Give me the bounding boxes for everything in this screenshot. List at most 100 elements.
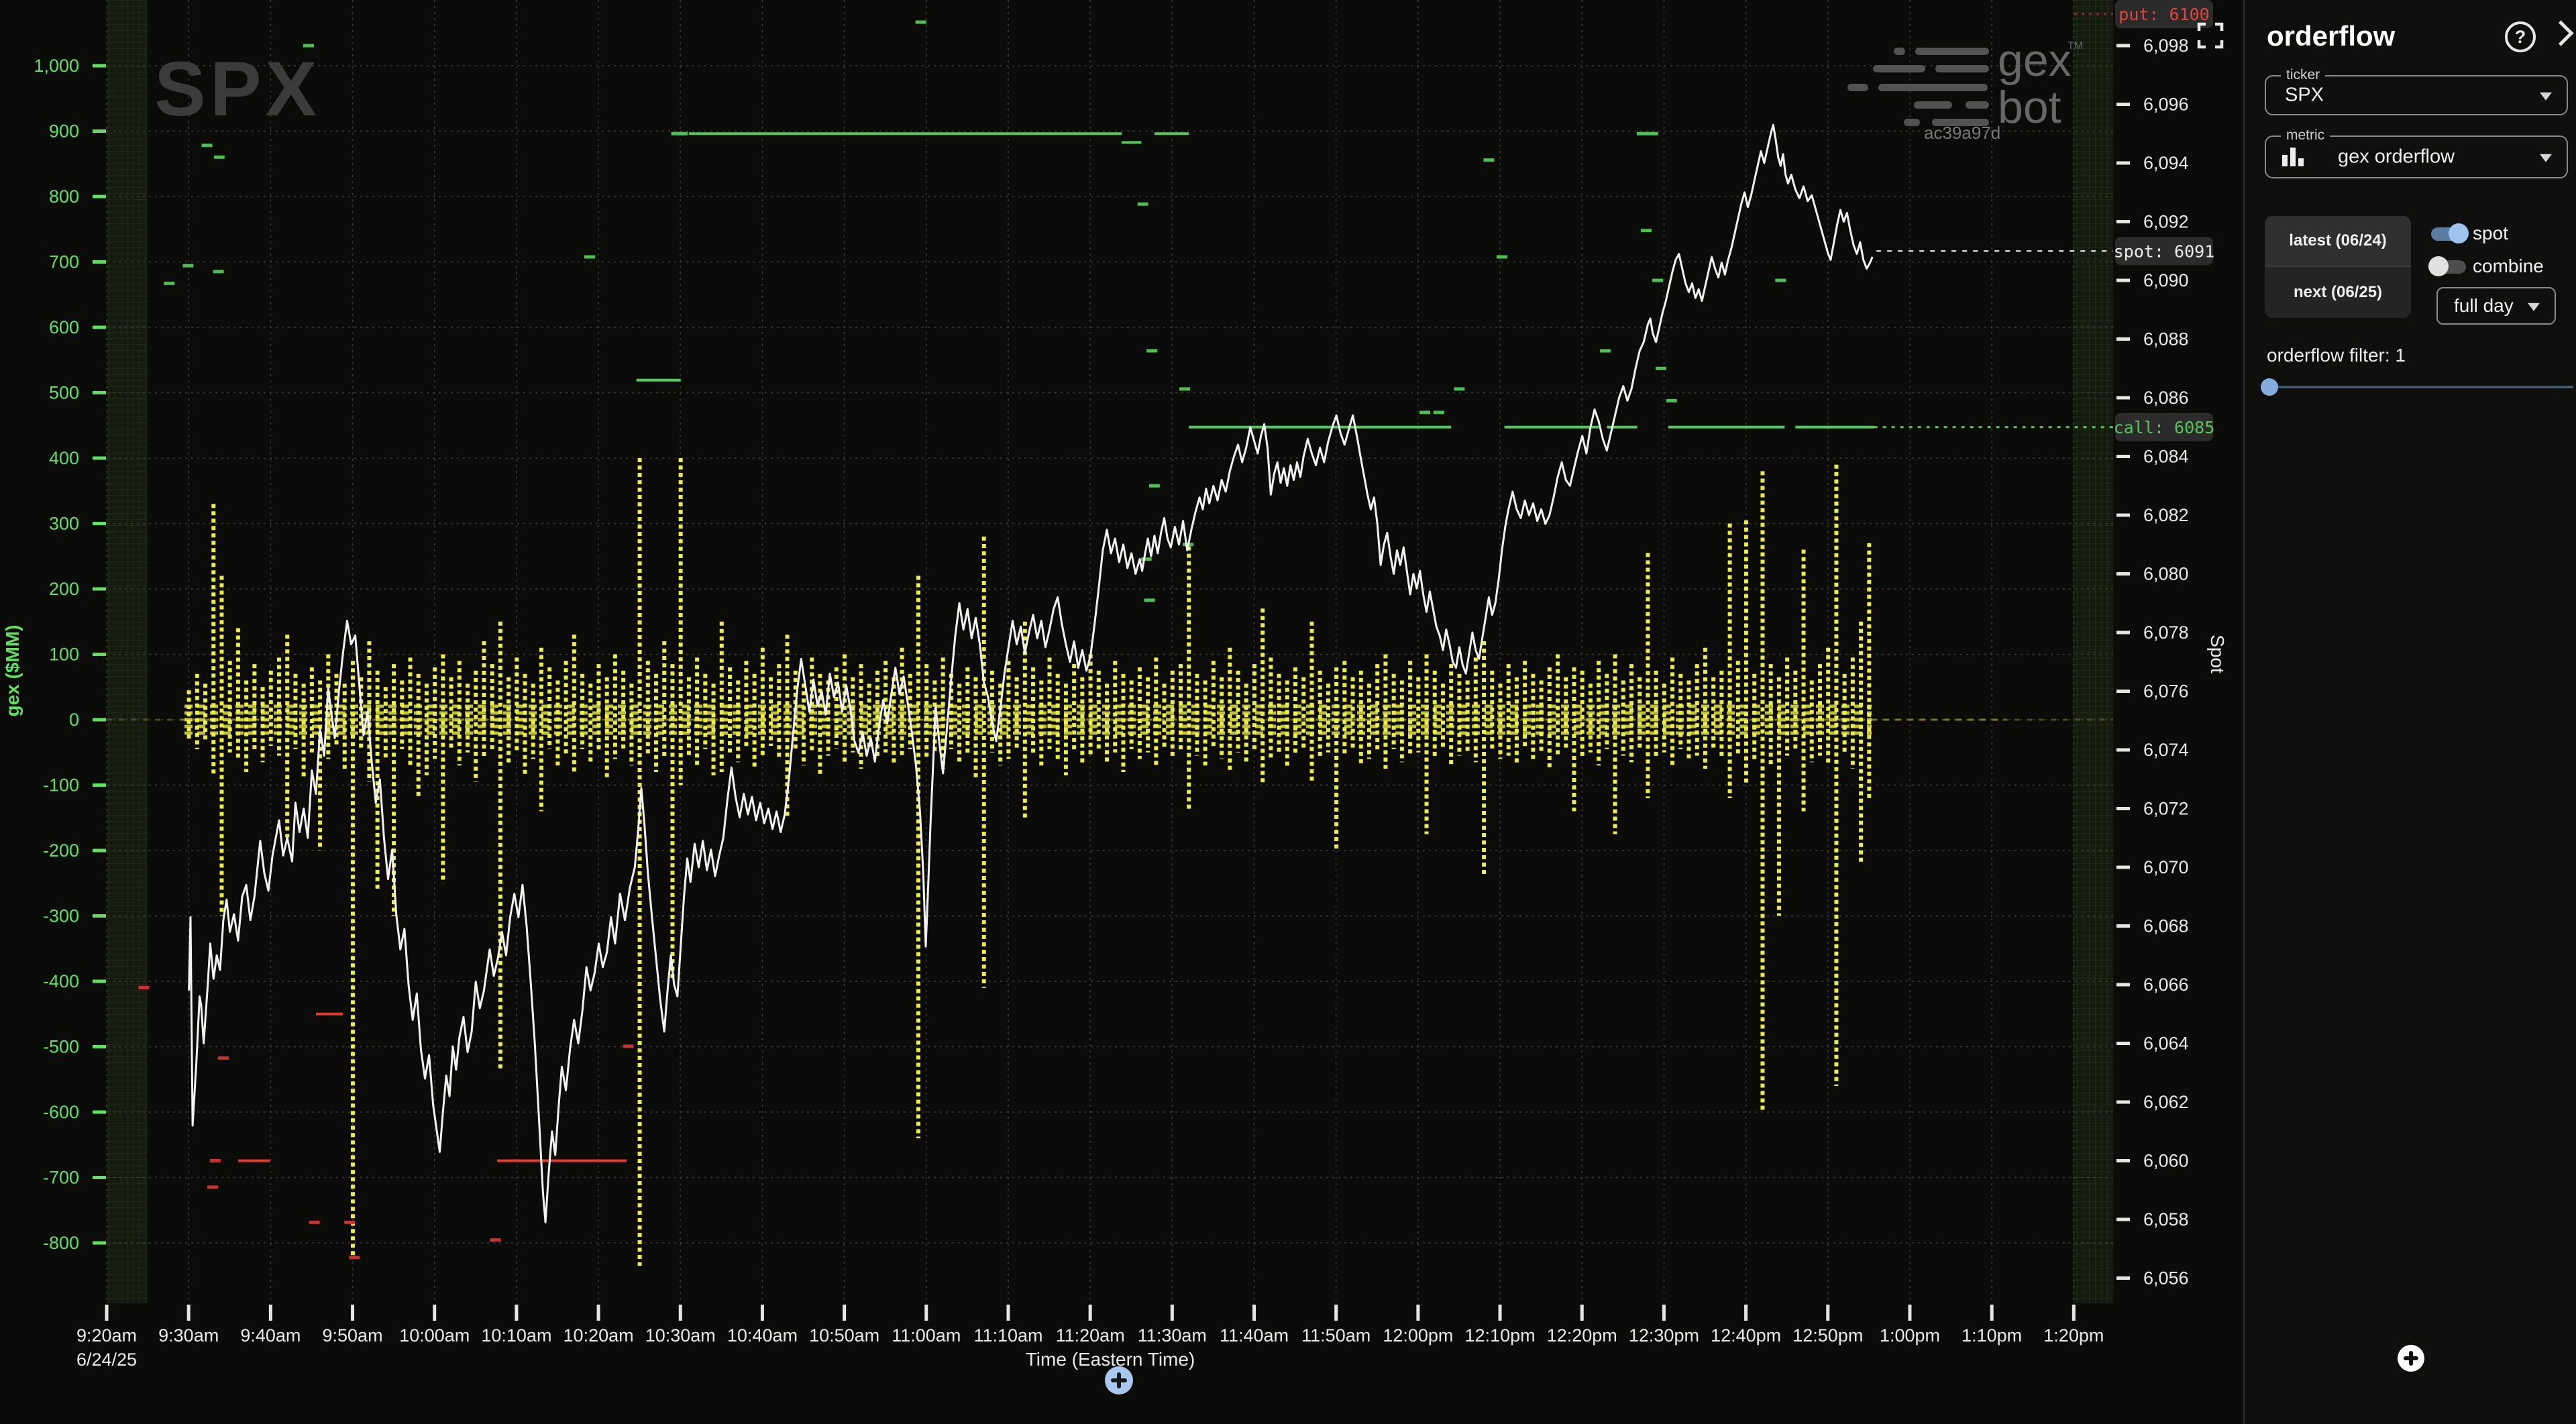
next-day-button[interactable]: next (06/25) — [2293, 283, 2383, 301]
toggle-knob — [2449, 223, 2469, 243]
add-panel-button[interactable] — [2398, 1345, 2424, 1372]
y-right-tick-label: 6,068 — [2143, 916, 2189, 936]
x-tick-label: 12:10pm — [1465, 1325, 1536, 1346]
fullscreen-icon[interactable] — [2197, 22, 2224, 49]
x-tick-label: 9:40am — [240, 1325, 301, 1346]
orderflow-filter-label: orderflow filter: 1 — [2267, 345, 2406, 366]
latest-day-button[interactable]: latest (06/24) — [2265, 216, 2411, 267]
y-right-tick-label: 6,086 — [2143, 388, 2189, 408]
session-range-value: full day — [2454, 295, 2514, 316]
y-left-tick-label: -500 — [43, 1037, 79, 1057]
ticker-watermark: SPX — [154, 46, 321, 132]
y-left-tick-label: 200 — [49, 579, 79, 599]
y-left-tick-label: -300 — [43, 906, 79, 926]
ticker-value: SPX — [2285, 84, 2324, 106]
y-left-tick-label: 0 — [69, 710, 79, 730]
x-tick-label: 12:30pm — [1629, 1325, 1699, 1346]
y-right-tick-label: 6,074 — [2143, 740, 2189, 760]
x-tick-label: 10:50am — [809, 1325, 879, 1346]
x-tick-label: 11:30am — [1138, 1325, 1207, 1346]
put-level-label: put: 6100 — [2115, 0, 2213, 28]
orderflow-filter-slider[interactable] — [2261, 376, 2573, 398]
combine-toggle-label: combine — [2473, 256, 2544, 276]
y-right-axis-title: Spot — [2207, 635, 2228, 673]
x-tick-label: 10:40am — [727, 1325, 798, 1346]
collapse-chevron-icon[interactable] — [2548, 20, 2574, 46]
y-right-tick-label: 6,084 — [2143, 447, 2189, 467]
metric-select[interactable]: metric gex orderflow — [2265, 127, 2568, 178]
slider-knob[interactable] — [2261, 378, 2278, 396]
y-left-tick-label: 700 — [49, 252, 79, 272]
help-icon[interactable]: ? — [2505, 21, 2536, 52]
y-left-tick-label: -700 — [43, 1168, 79, 1188]
y-left-tick-label: -100 — [43, 775, 79, 796]
y-left-tick-label: -800 — [43, 1233, 79, 1253]
toggle-knob — [2428, 256, 2449, 276]
x-tick-label: 11:40am — [1220, 1325, 1289, 1346]
add-chart-button[interactable] — [1105, 1366, 1133, 1394]
x-tick-label: 11:20am — [1056, 1325, 1125, 1346]
logo-tm: TM — [2068, 40, 2083, 52]
y-right-tick-label: 6,078 — [2143, 622, 2189, 643]
y-left-tick-label: 300 — [49, 514, 79, 534]
orderflow-panel: orderflow ? ticker SPX metric gex orderf… — [2243, 0, 2576, 1424]
y-left-tick-label: -600 — [43, 1102, 79, 1122]
put-levels — [138, 985, 634, 1260]
premarket-band — [107, 0, 148, 1303]
x-tick-label: 9:30am — [158, 1325, 219, 1346]
svg-text:call: 6085: call: 6085 — [2114, 418, 2215, 437]
y-left-tick-label: -400 — [43, 971, 79, 991]
y-right-tick-label: 6,096 — [2143, 95, 2189, 115]
chevron-down-icon — [2540, 92, 2552, 101]
x-tick-label: 12:00pm — [1383, 1325, 1453, 1346]
logo-word-bot: bot — [1998, 82, 2061, 133]
x-axis-title: Time (Eastern Time) — [1026, 1349, 1195, 1370]
y-left-tick-label: 1,000 — [34, 56, 79, 76]
y-right-tick-label: 6,056 — [2143, 1268, 2189, 1289]
y-right-tick-label: 6,090 — [2143, 270, 2189, 290]
x-tick-label: 1:00pm — [1880, 1325, 1940, 1346]
svg-text:spot: 6091: spot: 6091 — [2114, 241, 2215, 261]
y-right-tick-label: 6,066 — [2143, 975, 2189, 995]
session-date: 6/24/25 — [76, 1350, 137, 1370]
y-right-tick-label: 6,064 — [2143, 1034, 2189, 1054]
y-right-tick-label: 6,072 — [2143, 799, 2189, 819]
x-tick-label: 12:50pm — [1792, 1325, 1863, 1346]
session-range-select[interactable]: full day — [2436, 287, 2556, 325]
x-tick-label: 12:20pm — [1547, 1325, 1617, 1346]
spot-toggle-label: spot — [2473, 223, 2508, 243]
x-tick-label: 11:50am — [1301, 1325, 1371, 1346]
y-left-tick-label: -200 — [43, 840, 79, 861]
y-left-tick-label: 100 — [49, 645, 79, 665]
x-tick-label: 10:30am — [645, 1325, 716, 1346]
postmarket-band — [2073, 0, 2113, 1303]
y-right-tick-label: 6,080 — [2143, 564, 2189, 584]
spot-level-label: spot: 6091 — [2114, 237, 2215, 266]
slider-track[interactable] — [2265, 386, 2573, 388]
y-right-tick-label: 6,098 — [2143, 36, 2189, 56]
metric-legend: metric — [2281, 127, 2330, 144]
call-level-label: call: 6085 — [2114, 413, 2215, 441]
x-tick-label: 10:20am — [564, 1325, 634, 1346]
x-tick-label: 11:10am — [973, 1325, 1042, 1346]
y-left-tick-label: 500 — [49, 383, 79, 403]
x-tick-label: 1:20pm — [2043, 1325, 2104, 1346]
orderflow-bars — [184, 458, 1872, 1266]
x-tick-label: 10:10am — [481, 1325, 551, 1346]
y-left-tick-label: 400 — [49, 448, 79, 468]
y-left-axis-title: gex ($MM) — [2, 625, 23, 717]
x-tick-label: 12:40pm — [1711, 1325, 1781, 1346]
y-right-tick-label: 6,082 — [2143, 505, 2189, 525]
y-left-tick-label: 800 — [49, 186, 79, 207]
panel-title: orderflow — [2267, 20, 2396, 52]
y-right-tick-label: 6,092 — [2143, 212, 2189, 232]
y-right-tick-label: 6,058 — [2143, 1209, 2189, 1229]
ticker-select[interactable]: ticker SPX — [2265, 67, 2568, 115]
y-right-tick-label: 6,060 — [2143, 1151, 2189, 1171]
x-tick-label: 10:00am — [399, 1325, 470, 1346]
y-right-tick-label: 6,070 — [2143, 857, 2189, 877]
x-tick-label: 9:50am — [323, 1325, 383, 1346]
day-button-group: latest (06/24) next (06/25) — [2265, 216, 2411, 318]
